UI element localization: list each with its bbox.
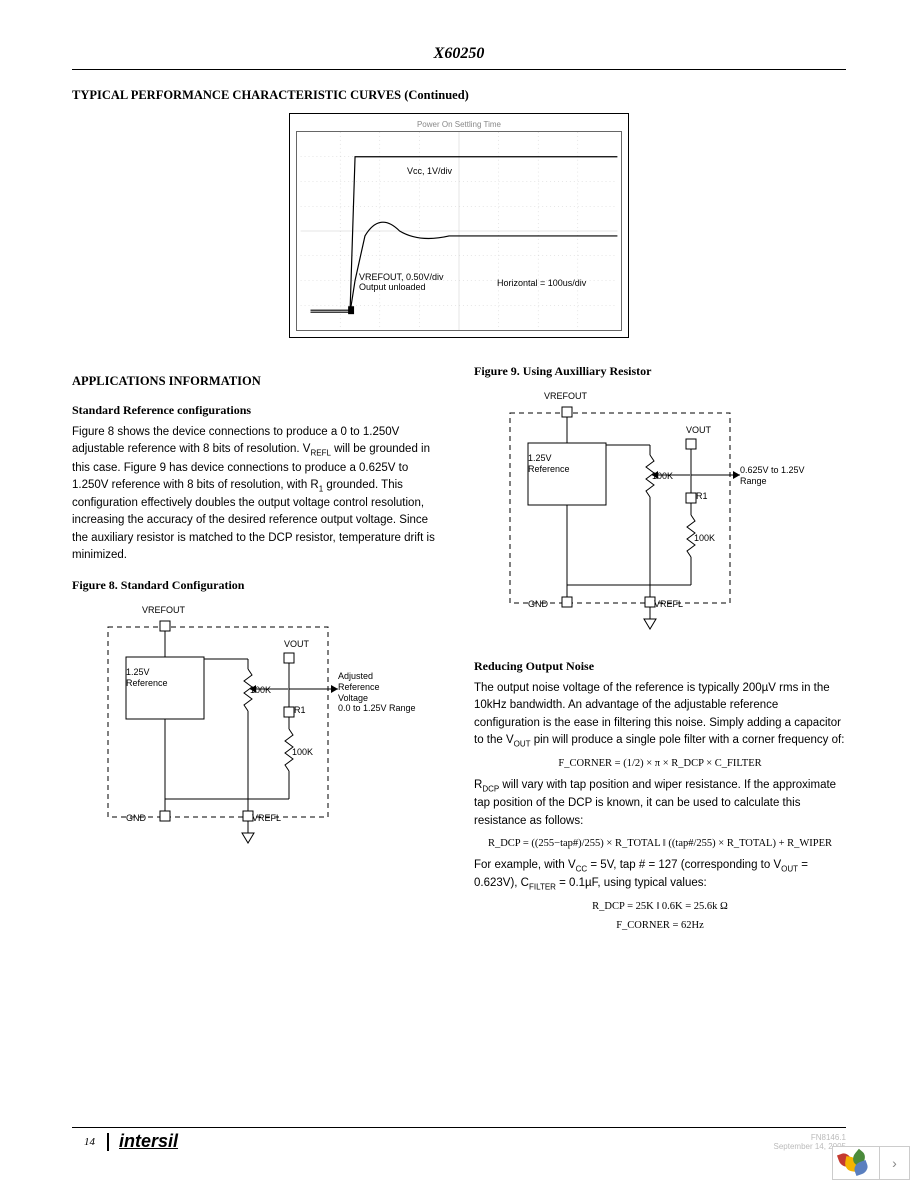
fig8-gnd: GND	[126, 813, 146, 823]
fig9-schematic: VREFOUT 1.25V Reference 100K VOUT R1 100…	[474, 385, 846, 645]
fig8-range: Adjusted Reference Voltage 0.0 to 1.25V …	[338, 671, 416, 714]
nav-next-button[interactable]: ›	[879, 1146, 909, 1180]
eqn-example-fcorner: F_CORNER = 62Hz	[474, 920, 846, 931]
fig8-title: Figure 8. Standard Configuration	[72, 578, 444, 593]
footer-divider	[107, 1133, 109, 1151]
scope-title: Power On Settling Time	[296, 120, 622, 129]
fig8-vrefl: VREFL	[252, 813, 281, 823]
eqn-fcorner: F_CORNER = (1/2) × π × R_DCP × C_FILTER	[474, 758, 846, 769]
fig9-vrefout: VREFOUT	[544, 391, 587, 401]
scope-refout-label1: VREFOUT, 0.50V/div	[359, 272, 444, 282]
footer: 14 intersil FN8146.1 September 14, 2005	[72, 1131, 846, 1152]
fig8-r1: R1	[294, 705, 306, 715]
reducing-noise-heading: Reducing Output Noise	[474, 659, 846, 674]
fig8-100k-bot: 100K	[292, 747, 313, 757]
chevron-right-icon: ›	[892, 1155, 897, 1171]
left-column: APPLICATIONS INFORMATION Standard Refere…	[72, 364, 444, 869]
fig9-100k-top: 100K	[652, 471, 673, 481]
fig9-100k-bot: 100K	[694, 533, 715, 543]
scope-vcc-label: Vcc, 1V/div	[407, 166, 452, 176]
brand-logo: intersil	[119, 1131, 178, 1152]
fig9-refblock: 1.25V Reference	[528, 453, 570, 475]
perf-curves-heading: TYPICAL PERFORMANCE CHARACTERISTIC CURVE…	[72, 88, 846, 103]
fig9-vout: VOUT	[686, 425, 711, 435]
para4: For example, with VCC = 5V, tap # = 127 …	[474, 857, 846, 894]
eqn-example-rdcp: R_DCP = 25K ‖ 0.6K = 25.6k Ω	[474, 901, 846, 912]
fig8-100k-top: 100K	[250, 685, 271, 695]
fig8-schematic: VREFOUT 1.25V Reference 100K VOUT R1 100…	[72, 599, 444, 859]
fig9-r1: R1	[696, 491, 708, 501]
para1: Figure 8 shows the device connections to…	[72, 424, 444, 564]
nav-widget[interactable]: ›	[832, 1146, 910, 1180]
scope-figure: Power On Settling Time	[289, 113, 629, 338]
nav-logo-icon	[837, 1149, 875, 1177]
fig9-title: Figure 9. Using Auxilliary Resistor	[474, 364, 846, 379]
eqn-rdcp: R_DCP = ((255−tap#)/255) × R_TOTAL ‖ ((t…	[474, 838, 846, 849]
para3: RDCP will vary with tap position and wip…	[474, 777, 846, 830]
page-number: 14	[72, 1136, 107, 1148]
scope-plot: Vcc, 1V/div VREFOUT, 0.50V/div Output un…	[296, 131, 622, 331]
std-ref-heading: Standard Reference configurations	[72, 403, 444, 418]
scope-refout-label2: Output unloaded	[359, 282, 426, 292]
doc-id: FN8146.1	[774, 1133, 847, 1142]
fig9-range: 0.625V to 1.25V Range	[740, 465, 805, 487]
top-rule	[72, 69, 846, 70]
fig9-gnd: GND	[528, 599, 548, 609]
part-number: X60250	[72, 45, 846, 63]
apps-info-heading: APPLICATIONS INFORMATION	[72, 374, 444, 389]
scope-horiz-label: Horizontal = 100us/div	[497, 278, 586, 288]
footer-rule	[72, 1127, 846, 1128]
right-column: Figure 9. Using Auxilliary Resistor	[474, 364, 846, 939]
fig8-vout: VOUT	[284, 639, 309, 649]
fig9-vrefl: VREFL	[654, 599, 683, 609]
scope-svg	[297, 132, 621, 330]
para2: The output noise voltage of the referenc…	[474, 680, 846, 750]
fig8-vrefout: VREFOUT	[142, 605, 185, 615]
fig8-refblock: 1.25V Reference	[126, 667, 168, 689]
